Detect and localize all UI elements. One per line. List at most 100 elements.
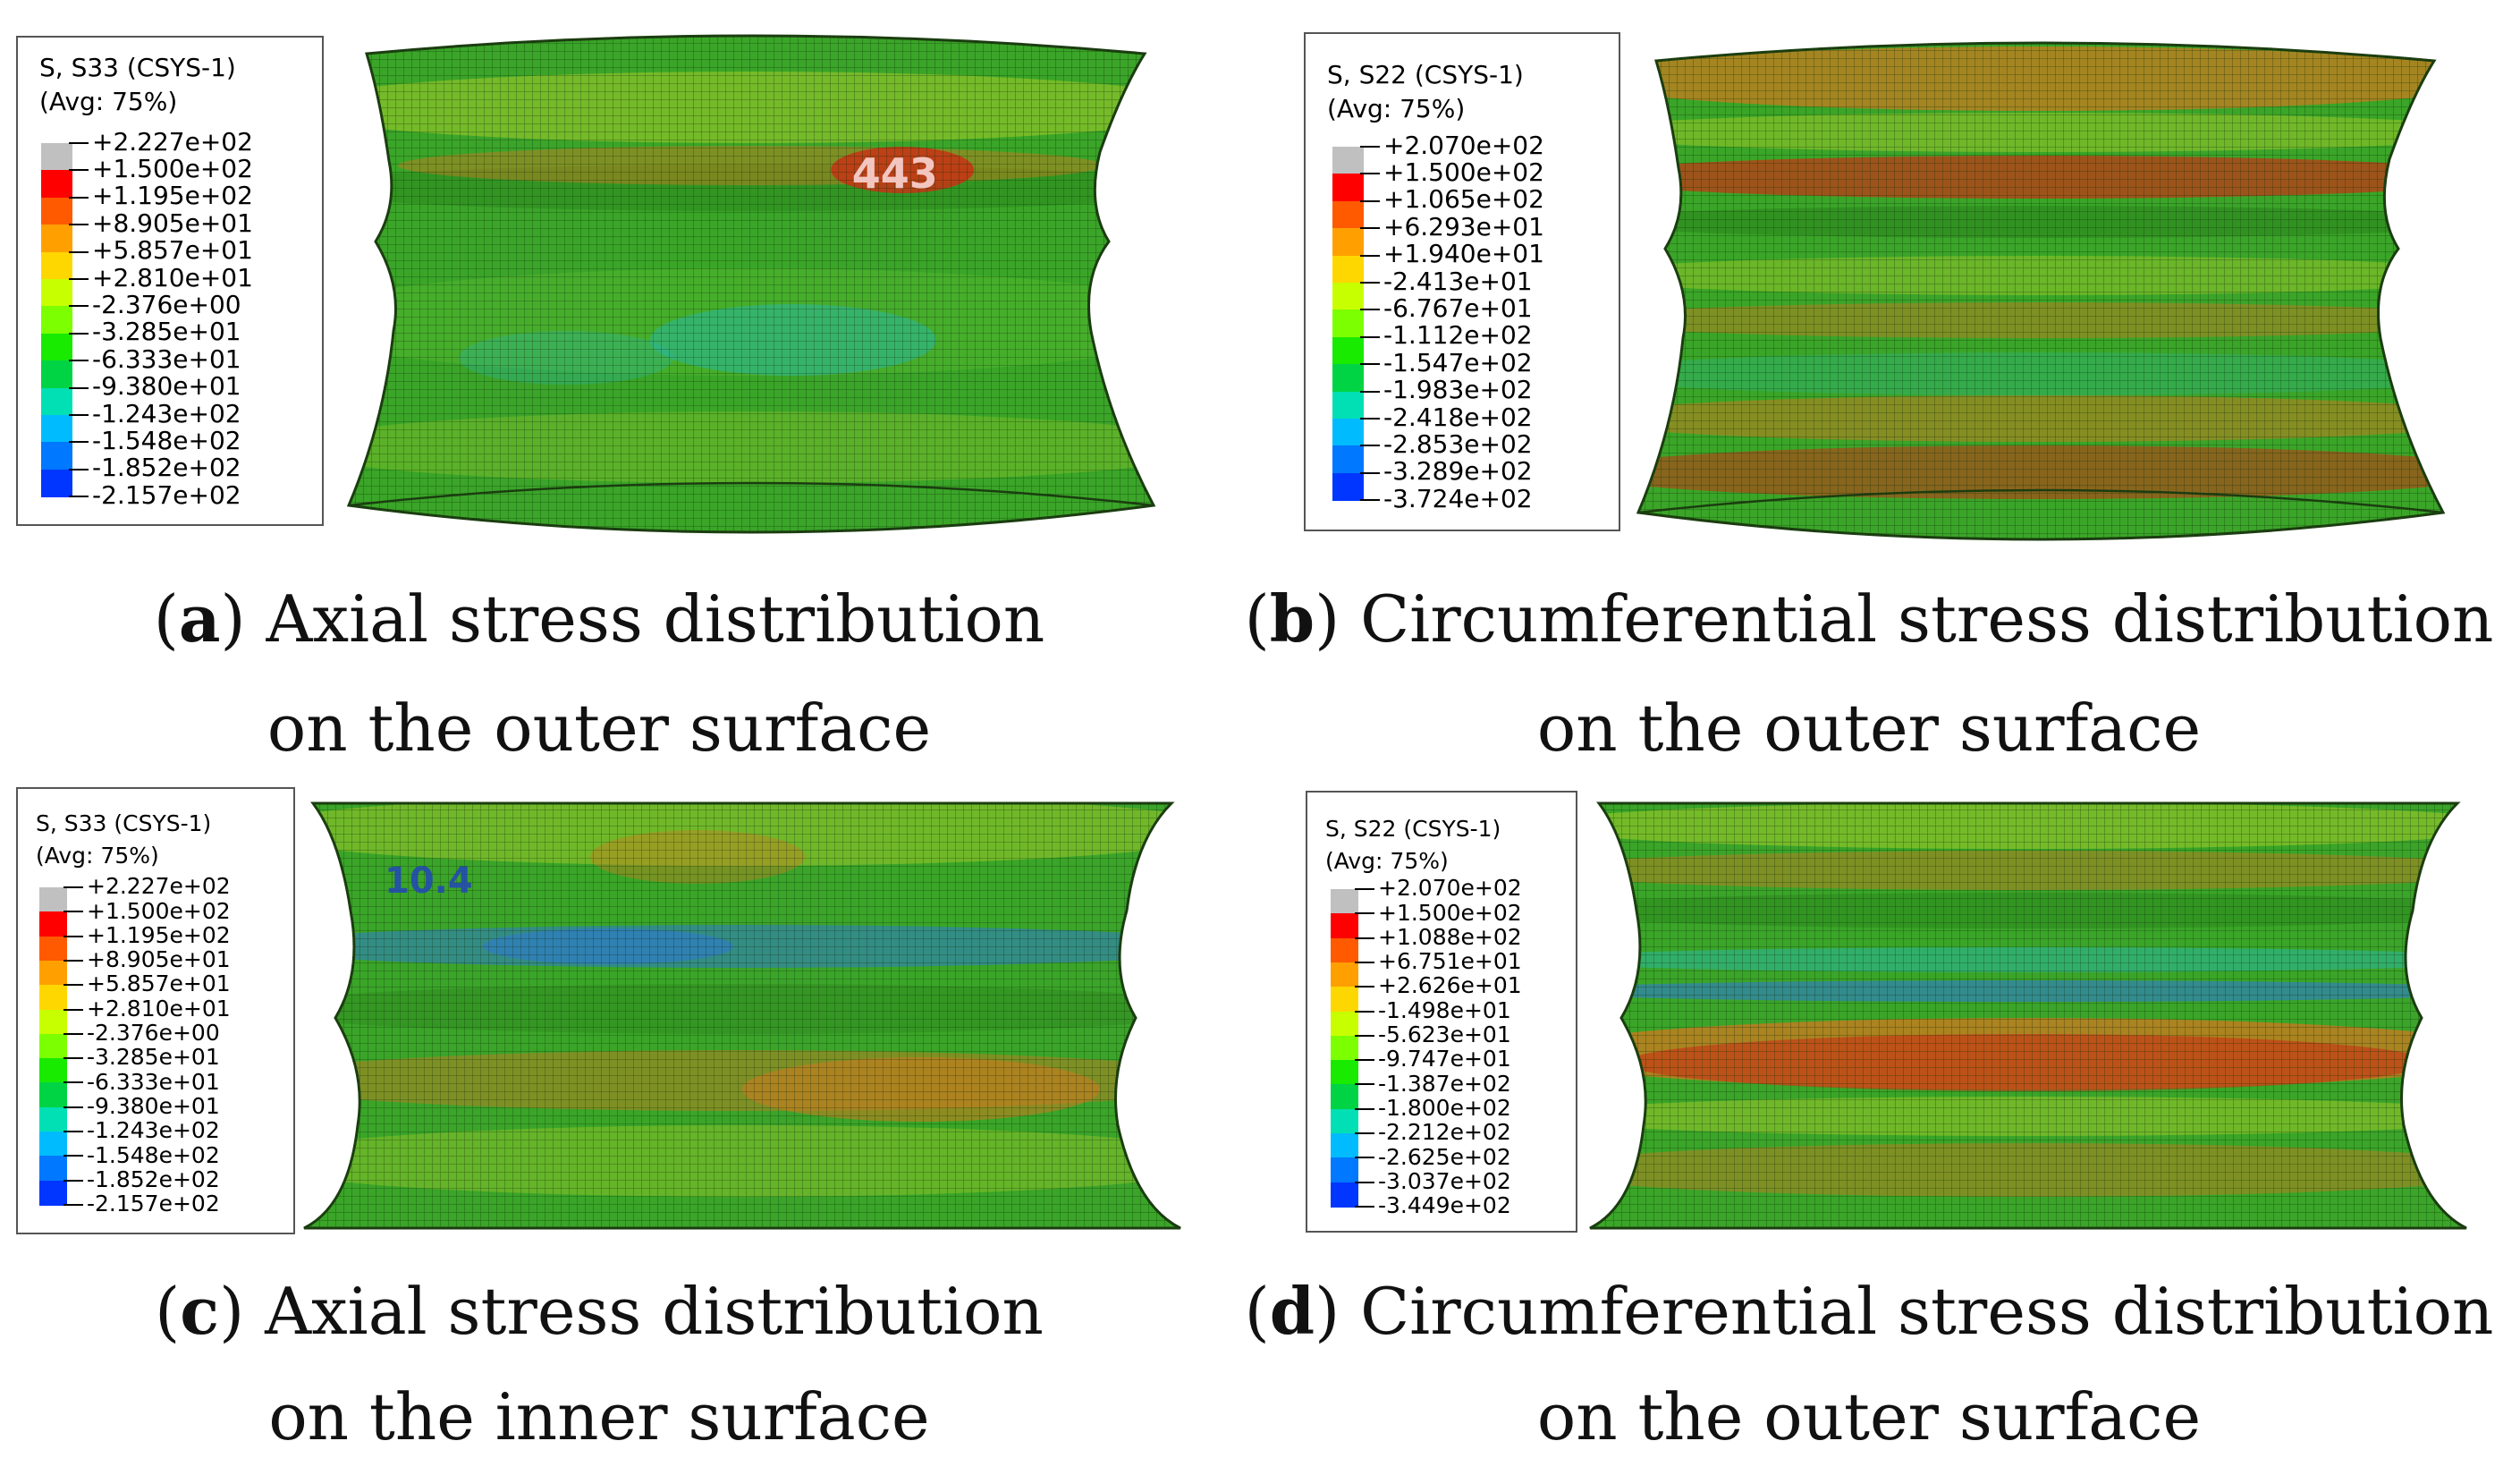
- legend-swatch: [39, 985, 67, 1011]
- legend-tick: [63, 911, 83, 913]
- legend-value: +1.088e+02: [1378, 923, 1522, 950]
- caption-line2-b: on the outer surface: [1536, 691, 2202, 766]
- legend-swatch: [1331, 1157, 1358, 1183]
- legend-value: +6.751e+01: [1378, 948, 1522, 975]
- legend-swatch: [1332, 309, 1364, 338]
- legend-swatch: [41, 442, 72, 470]
- legend-value: +1.500e+02: [1383, 157, 1544, 187]
- legend-swatch: [1331, 913, 1358, 939]
- legend-swatch: [41, 251, 72, 280]
- legend-value: -6.333e+01: [87, 1068, 220, 1095]
- legend-tick: [1355, 986, 1374, 988]
- legend-subtitle-d: (Avg: 75%): [1325, 848, 1449, 874]
- legend-swatch: [1331, 962, 1358, 988]
- legend-tick: [1355, 1205, 1374, 1208]
- legend-swatch: [39, 936, 67, 962]
- legend-subtitle-c: (Avg: 75%): [36, 843, 159, 869]
- legend-tick: [1355, 1107, 1374, 1110]
- legend-value: +1.500e+02: [1378, 899, 1522, 926]
- legend-swatch: [1332, 445, 1364, 474]
- legend-swatch: [1331, 937, 1358, 963]
- legend-value: -2.625e+02: [1378, 1143, 1511, 1170]
- legend-value: +8.905e+01: [92, 208, 253, 238]
- legend-tick: [1355, 1083, 1374, 1086]
- legend-tick: [1355, 1181, 1374, 1183]
- legend-value: -2.212e+02: [1378, 1119, 1511, 1146]
- legend-tick: [69, 360, 89, 362]
- legend-tick: [1360, 227, 1380, 230]
- legend-tick: [69, 196, 89, 199]
- legend-swatch: [1331, 987, 1358, 1013]
- contour-field: [304, 803, 1180, 1228]
- legend-value: +5.857e+01: [92, 235, 253, 266]
- legend-tick: [63, 1008, 83, 1011]
- legend-swatch: [1331, 1084, 1358, 1110]
- legend-tick: [1355, 961, 1374, 963]
- legend-tick: [69, 142, 89, 144]
- caption-tag-c: c: [180, 1273, 220, 1349]
- legend-tick: [69, 332, 89, 335]
- legend-tick: [69, 250, 89, 253]
- legend-title-b: S, S22 (CSYS-1): [1327, 60, 1524, 89]
- legend-value: +5.857e+01: [87, 971, 231, 997]
- legend-value: -1.852e+02: [92, 453, 241, 483]
- legend-tick: [69, 305, 89, 308]
- legend-tick: [1360, 173, 1380, 175]
- legend-swatch: [39, 1033, 67, 1059]
- legend-tick: [63, 1106, 83, 1108]
- caption-line2-c: on the inner surface: [268, 1379, 930, 1454]
- legend-swatch: [1332, 147, 1364, 174]
- legend-value: -2.418e+02: [1383, 402, 1533, 432]
- legend-tick: [1360, 445, 1380, 447]
- legend-value: -3.285e+01: [87, 1044, 220, 1071]
- vessel-rim: [348, 481, 1154, 507]
- legend-tick: [1360, 199, 1380, 202]
- legend-value: +1.940e+01: [1383, 239, 1544, 269]
- legend-value: -9.380e+01: [87, 1092, 220, 1119]
- legend-value: -5.623e+01: [1378, 1021, 1511, 1048]
- legend-tick: [63, 886, 83, 888]
- legend-tick: [1355, 1034, 1374, 1037]
- legend-value: -2.376e+00: [92, 290, 241, 319]
- legend-swatch: [41, 279, 72, 307]
- legend-tick: [1360, 282, 1380, 284]
- legend-swatch: [1332, 255, 1364, 284]
- contour-field: [349, 36, 1154, 532]
- legend-tick: [1355, 1132, 1374, 1134]
- legend-title-d: S, S22 (CSYS-1): [1325, 816, 1501, 842]
- caption-tag-b: b: [1269, 581, 1315, 657]
- legend-swatch: [1332, 283, 1364, 310]
- legend-value: +2.810e+01: [92, 262, 253, 292]
- legend-swatch: [1331, 1060, 1358, 1086]
- legend-value: -2.157e+02: [92, 479, 241, 510]
- legend-value: -2.413e+01: [1383, 266, 1533, 296]
- contour-field: [1638, 43, 2443, 539]
- legend-swatch: [39, 887, 67, 912]
- legend-swatch: [41, 197, 72, 225]
- caption-line1-a: Axial stress distribution: [266, 581, 1045, 657]
- legend-value: -2.157e+02: [87, 1191, 220, 1217]
- legend-value: -6.333e+01: [92, 343, 241, 374]
- legend-tick: [69, 468, 89, 470]
- legend-value: +1.065e+02: [1383, 184, 1544, 215]
- legend-swatch: [41, 360, 72, 389]
- vessel-rim: [1637, 488, 2444, 514]
- legend-value: +6.293e+01: [1383, 211, 1544, 242]
- legend-swatch: [39, 1156, 67, 1182]
- mesh-annotation: 443: [852, 149, 938, 198]
- vessel-b: [1636, 41, 2446, 541]
- legend-value: -1.548e+02: [92, 426, 241, 455]
- vessel-d: [1589, 801, 2467, 1230]
- vessel-c: 10.4: [303, 801, 1181, 1230]
- caption-line1-d: Circumferential stress distribution: [1360, 1274, 2494, 1349]
- legend-swatch: [39, 1132, 67, 1157]
- legend-swatch: [41, 415, 72, 443]
- mesh-annotation: 10.4: [385, 860, 473, 902]
- legend-value: -3.724e+02: [1383, 483, 1533, 513]
- legend-value: -1.112e+02: [1383, 320, 1533, 351]
- legend-tick: [63, 1203, 83, 1206]
- legend-value: -1.498e+01: [1378, 996, 1511, 1023]
- legend-swatch: [1331, 889, 1358, 914]
- legend-tick: [69, 386, 89, 389]
- legend-value: -1.243e+02: [92, 398, 241, 428]
